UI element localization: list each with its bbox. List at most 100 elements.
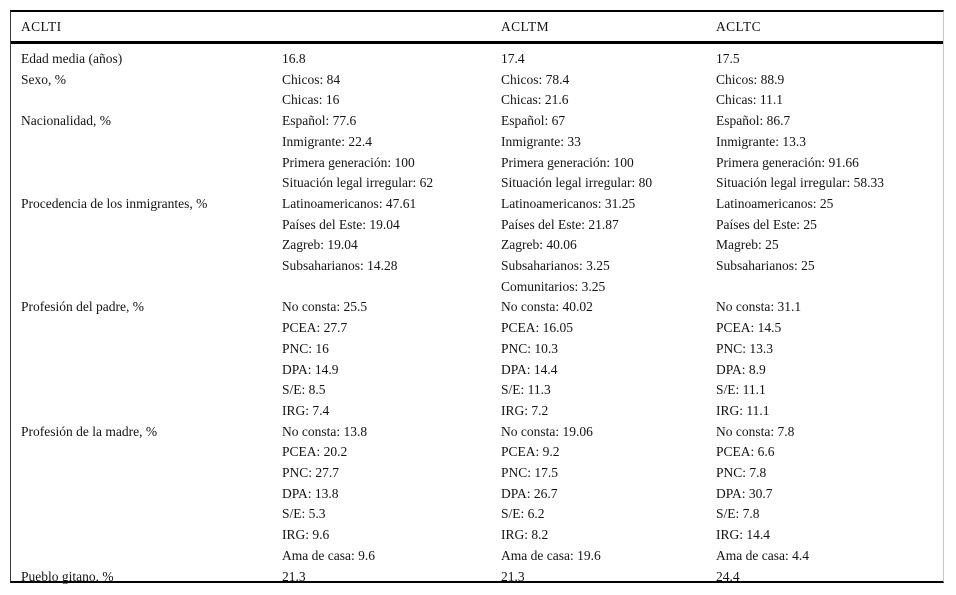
- cell-line: No consta: 19.06: [501, 423, 593, 439]
- cell-line: DPA: 8.9: [716, 361, 766, 377]
- cell-line: 16.8: [282, 51, 306, 66]
- table-header-row: ACLTI ACLTM ACLTC: [11, 12, 943, 44]
- cell-line: DPA: 26.7: [501, 485, 558, 501]
- cell-line: PCEA: 6.6: [716, 444, 775, 460]
- cell-line: Inmigrante: 33: [501, 133, 581, 149]
- cell-line: IRG: 7.4: [282, 402, 330, 418]
- cell-line: PNC: 7.8: [716, 465, 767, 481]
- cell-line: Zagreb: 19.04: [282, 237, 358, 253]
- value-cell-aclti: No consta: 25.5 PCEA: 27.7 PNC: 16 DPA: 14.…: [272, 297, 491, 421]
- cell-line: Situación legal irregular: 58.33: [716, 175, 884, 191]
- table-body: Edad media (años) 16.8 17.4 17.5 Sexo, % Chic…: [11, 44, 943, 587]
- header-acltm: ACLTM: [501, 19, 550, 34]
- cell-line: Primera generación: 100: [501, 154, 634, 170]
- cell-line: Subsaharianos: 25: [716, 258, 815, 274]
- cell-line: Países del Este: 25: [716, 216, 817, 232]
- cell-line: PNC: 10.3: [501, 340, 559, 356]
- value-cell-acltm: 21.3: [491, 567, 706, 588]
- value-cell-acltm: No consta: 40.02 PCEA: 16.05 PNC: 10.3 DPA:…: [491, 297, 706, 421]
- table-row: Procedencia de los inmigrantes, % Latinoa…: [11, 194, 943, 298]
- cell-line: Magreb: 25: [716, 237, 779, 253]
- row-label: Profesión del padre, %: [11, 297, 272, 421]
- table-row: Profesión del padre, % No consta: 25.5 PCE…: [11, 297, 943, 421]
- value-cell-aclti: Chicos: 84 Chicas: 16: [272, 70, 491, 111]
- cell-line: Países del Este: 19.04: [282, 216, 400, 232]
- cell-line: No consta: 40.02: [501, 299, 593, 315]
- row-label: Procedencia de los inmigrantes, %: [11, 194, 272, 298]
- cell-line: Situación legal irregular: 80: [501, 175, 653, 191]
- header-aclti: ACLTI: [21, 19, 62, 34]
- value-cell-acltm: Español: 67 Inmigrante: 33 Primera generac…: [491, 111, 706, 194]
- value-cell-acltc: No consta: 7.8 PCEA: 6.6 PNC: 7.8 DPA: 30.7…: [706, 422, 943, 567]
- cell-line: 17.4: [501, 51, 525, 66]
- cell-line: Español: 67: [501, 113, 566, 129]
- cell-line: Primera generación: 100: [282, 154, 415, 170]
- cell-line: Chicos: 78.4: [501, 71, 570, 87]
- cell-line: Inmigrante: 13.3: [716, 133, 806, 149]
- cell-line: Zagreb: 40.06: [501, 237, 577, 253]
- cell-line: 17.5: [716, 51, 740, 66]
- row-label: Edad media (años): [11, 49, 272, 70]
- value-cell-acltc: Latinoamericanos: 25 Países del Este: 25 M…: [706, 194, 943, 298]
- cell-line: IRG: 14.4: [716, 527, 770, 543]
- cell-line: IRG: 11.1: [716, 402, 770, 418]
- table-row: Pueblo gitano, % 21.3 21.3 24.4: [11, 567, 943, 588]
- cell-line: S/E: 8.5: [282, 382, 326, 398]
- cell-line: Español: 77.6: [282, 113, 357, 129]
- value-cell-aclti: No consta: 13.8 PCEA: 20.2 PNC: 27.7 DPA: 1…: [272, 422, 491, 567]
- cell-line: Países del Este: 21.87: [501, 216, 619, 232]
- cell-line: No consta: 25.5: [282, 299, 368, 315]
- row-label: Sexo, %: [11, 70, 272, 111]
- cell-line: Sexo, %: [21, 71, 66, 87]
- cell-line: 21.3: [501, 568, 525, 584]
- cell-line: Chicas: 11.1: [716, 92, 783, 108]
- value-cell-acltc: Chicos: 88.9 Chicas: 11.1: [706, 70, 943, 111]
- cell-line: S/E: 11.3: [501, 382, 551, 398]
- cell-line: No consta: 13.8: [282, 423, 368, 439]
- cell-line: Ama de casa: 9.6: [282, 547, 375, 563]
- value-cell-acltc: No consta: 31.1 PCEA: 14.5 PNC: 13.3 DPA: 8…: [706, 297, 943, 421]
- value-cell-aclti: Español: 77.6 Inmigrante: 22.4 Primera gen…: [272, 111, 491, 194]
- cell-line: Chicas: 16: [282, 92, 340, 108]
- value-cell-aclti: Latinoamericanos: 47.61 Países del Este: …: [272, 194, 491, 298]
- cell-line: Chicos: 84: [282, 71, 341, 87]
- cell-line: Profesión del padre, %: [21, 299, 144, 315]
- cell-line: Chicas: 21.6: [501, 92, 569, 108]
- value-cell-acltm: No consta: 19.06 PCEA: 9.2 PNC: 17.5 DPA: 2…: [491, 422, 706, 567]
- cell-line: Chicos: 88.9: [716, 71, 785, 87]
- cell-line: Edad media (años): [21, 51, 123, 66]
- cell-line: PNC: 16: [282, 340, 329, 356]
- cell-line: Primera generación: 91.66: [716, 154, 859, 170]
- study-groups-table: ACLTI ACLTM ACLTC Edad media (años) 16.8 1…: [10, 10, 944, 584]
- cell-line: DPA: 14.4: [501, 361, 558, 377]
- row-label: Profesión de la madre, %: [11, 422, 272, 567]
- value-cell-acltc: Español: 86.7 Inmigrante: 13.3 Primera gen…: [706, 111, 943, 194]
- cell-line: Inmigrante: 22.4: [282, 133, 372, 149]
- header-spacer: [272, 19, 491, 35]
- value-cell-acltm: Latinoamericanos: 31.25 Países del Este: …: [491, 194, 706, 298]
- row-label: Pueblo gitano, %: [11, 567, 272, 588]
- cell-line: Ama de casa: 4.4: [716, 547, 809, 563]
- cell-line: Nacionalidad, %: [21, 113, 111, 129]
- cell-line: Latinoamericanos: 31.25: [501, 195, 636, 211]
- cell-line: No consta: 7.8: [716, 423, 795, 439]
- cell-line: Procedencia de los inmigrantes, %: [21, 195, 208, 211]
- table-row: Edad media (años) 16.8 17.4 17.5: [11, 49, 943, 70]
- cell-line: PNC: 17.5: [501, 465, 559, 481]
- cell-line: S/E: 7.8: [716, 506, 760, 522]
- cell-line: PCEA: 20.2: [282, 444, 348, 460]
- value-cell-acltc: 17.5: [706, 49, 943, 70]
- cell-line: Latinoamericanos: 47.61: [282, 195, 417, 211]
- cell-line: Pueblo gitano, %: [21, 568, 114, 584]
- value-cell-aclti: 21.3: [272, 567, 491, 588]
- cell-line: 24.4: [716, 568, 740, 584]
- cell-line: Español: 86.7: [716, 113, 791, 129]
- cell-line: Subsaharianos: 3.25: [501, 258, 610, 274]
- cell-line: S/E: 6.2: [501, 506, 545, 522]
- cell-line: Latinoamericanos: 25: [716, 195, 834, 211]
- cell-line: PCEA: 14.5: [716, 320, 782, 336]
- value-cell-acltm: Chicos: 78.4 Chicas: 21.6: [491, 70, 706, 111]
- table-row: Nacionalidad, % Español: 77.6 Inmigrante: …: [11, 111, 943, 194]
- cell-line: Comunitarios: 3.25: [501, 278, 606, 294]
- table-row: Sexo, % Chicos: 84 Chicas: 16 Chicos: 78.4 C…: [11, 70, 943, 111]
